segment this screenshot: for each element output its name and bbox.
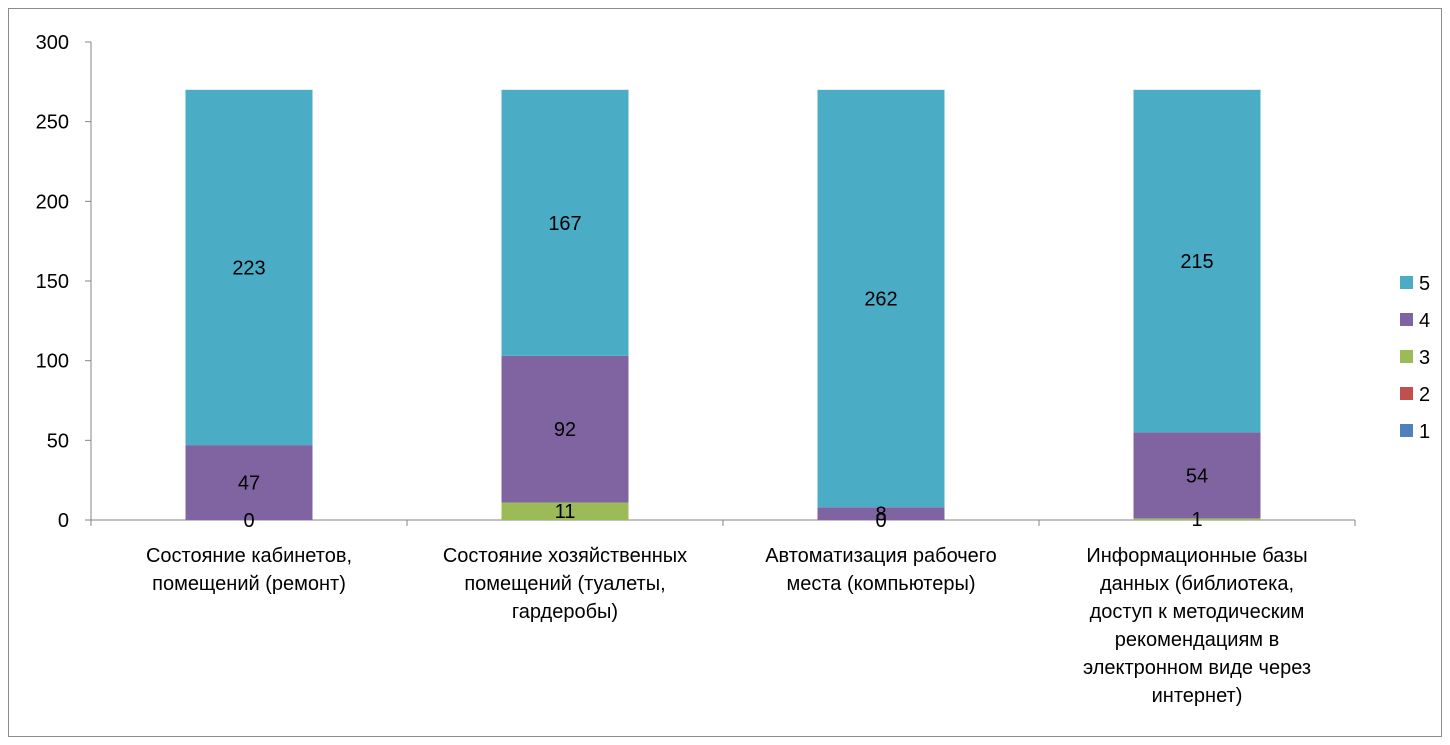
legend-swatch-1 (1400, 424, 1413, 437)
bar-segment-series-5 (1133, 89, 1261, 433)
y-tick-label: 150 (36, 271, 69, 293)
y-tick-label: 200 (36, 191, 69, 213)
x-category-label: помещений (туалеты, (464, 573, 665, 595)
legend-label-1: 1 (1419, 421, 1430, 443)
x-category-label: помещений (ремонт) (152, 573, 346, 595)
x-category-label: данных (библиотека, (1100, 573, 1294, 595)
data-label-series-5: 167 (548, 213, 581, 235)
bar-segment-series-3 (501, 502, 629, 520)
bar-segment-series-3 (1133, 518, 1261, 520)
legend-swatch-2 (1400, 387, 1413, 400)
legend-label-5: 5 (1419, 273, 1430, 295)
bar-segment-series-5 (501, 89, 629, 356)
x-category-label: гардеробы) (512, 601, 618, 623)
bar-segment-series-4 (1133, 432, 1261, 519)
data-label-series-4: 54 (1186, 465, 1208, 487)
legend-label-3: 3 (1419, 347, 1430, 369)
y-tick-label: 250 (36, 112, 69, 134)
data-label-series-4: 8 (875, 504, 886, 526)
bar-segment-series-5 (185, 89, 313, 446)
y-tick-label: 100 (36, 351, 69, 373)
bar-segment-series-4 (501, 355, 629, 503)
legend-swatch-3 (1400, 350, 1413, 363)
data-label-series-4: 92 (554, 419, 576, 441)
x-category-label: Информационные базы (1086, 545, 1307, 567)
x-category-label: Состояние хозяйственных (443, 545, 687, 567)
x-category-label: Состояние кабинетов, (146, 545, 352, 567)
data-label-series-5: 262 (864, 289, 897, 311)
x-category-label: Автоматизация рабочего (765, 545, 997, 567)
y-tick-label: 300 (36, 32, 69, 54)
y-tick-label: 0 (58, 510, 69, 532)
legend-swatch-4 (1400, 313, 1413, 326)
legend-label-4: 4 (1419, 310, 1430, 332)
data-label-series-4: 47 (238, 473, 260, 495)
y-tick-label: 50 (47, 430, 69, 452)
bar-segment-series-4 (185, 445, 313, 520)
data-label-series-3: 0 (875, 510, 886, 532)
x-category-label: рекомендациям в (1115, 629, 1279, 651)
data-label-series-3: 1 (1191, 509, 1202, 531)
legend-label-2: 2 (1419, 384, 1430, 406)
x-category-label: электронном виде через (1083, 657, 1311, 679)
bar-segment-series-4 (817, 507, 945, 520)
bar-segment-series-5 (817, 89, 945, 508)
x-category-label: интернет) (1152, 685, 1243, 707)
data-label-series-3: 11 (555, 501, 576, 523)
x-category-label: места (компьютеры) (786, 573, 975, 595)
data-label-series-3: 0 (243, 510, 254, 532)
x-category-label: доступ к методическим (1090, 601, 1305, 623)
data-label-series-5: 223 (232, 257, 265, 279)
data-label-series-5: 215 (1180, 251, 1213, 273)
legend-swatch-5 (1400, 276, 1413, 289)
